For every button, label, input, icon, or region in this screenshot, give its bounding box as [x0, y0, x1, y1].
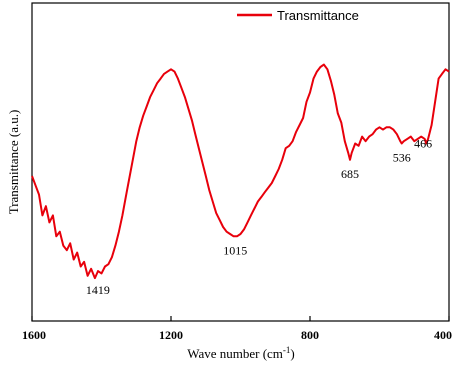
peak-label-685: 685	[341, 167, 359, 181]
series-line-transmittance	[31, 63, 450, 280]
x-axis-label-main: Wave number (cm	[187, 346, 283, 361]
peak-label-1419: 1419	[86, 283, 110, 297]
peak-label-536: 536	[393, 151, 411, 165]
x-ticks	[31, 316, 450, 321]
x-tick-label-400: 400	[434, 328, 452, 342]
x-tick-label-1200: 1200	[159, 328, 183, 342]
plot-frame	[31, 2, 450, 322]
x-tick-label-800: 800	[301, 328, 319, 342]
x-axis-label: Wave number (cm-1)	[187, 345, 295, 361]
x-tick-labels: 1600 1200 800 400	[22, 328, 452, 342]
legend: Transmittance	[237, 8, 359, 23]
peak-label-1015: 1015	[223, 243, 247, 257]
y-axis-label: Transmittance (a.u.)	[6, 110, 21, 215]
x-axis-label-close: )	[290, 346, 294, 361]
legend-label: Transmittance	[277, 8, 359, 23]
x-axis-label-sup: -1	[283, 345, 291, 355]
x-tick-label-1600: 1600	[22, 328, 46, 342]
peak-label-466: 466	[414, 137, 432, 151]
